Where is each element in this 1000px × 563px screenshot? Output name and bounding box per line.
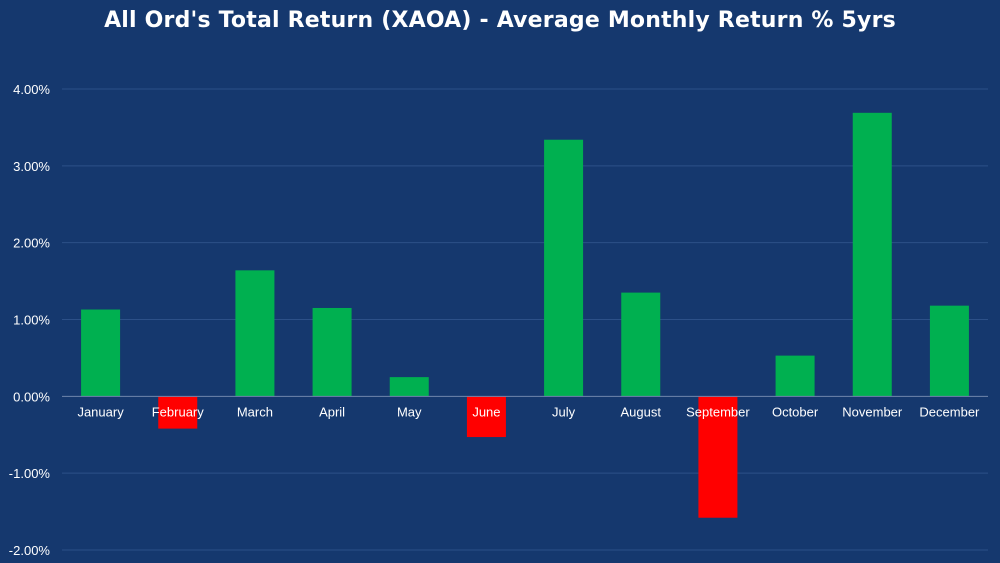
y-tick-label: 0.00% xyxy=(13,389,50,404)
x-tick-label: August xyxy=(621,404,662,419)
bar-march xyxy=(235,270,275,397)
bar-september xyxy=(698,396,738,518)
y-tick-label: 2.00% xyxy=(13,236,50,251)
bar-november xyxy=(852,112,892,397)
x-tick-label: February xyxy=(152,404,205,419)
x-tick-label: July xyxy=(552,404,576,419)
y-tick-label: 1.00% xyxy=(13,313,50,328)
x-tick-label: October xyxy=(772,404,819,419)
bar-july xyxy=(544,139,584,397)
bar-october xyxy=(775,355,815,397)
x-tick-label: May xyxy=(397,404,422,419)
bar-december xyxy=(929,305,969,397)
x-tick-label: April xyxy=(319,404,345,419)
x-tick-label: March xyxy=(237,404,273,419)
x-tick-label: September xyxy=(686,404,750,419)
x-tick-label: January xyxy=(77,404,124,419)
chart-title: All Ord's Total Return (XAOA) - Average … xyxy=(104,8,896,33)
bar-january xyxy=(81,309,121,397)
x-tick-label: November xyxy=(842,404,903,419)
bar-june xyxy=(466,396,506,438)
bar-february xyxy=(158,396,198,429)
y-tick-label: -2.00% xyxy=(9,543,51,558)
x-tick-label: December xyxy=(919,404,980,419)
y-tick-label: 3.00% xyxy=(13,159,50,174)
bar-august xyxy=(621,292,661,397)
y-tick-label: -1.00% xyxy=(9,466,51,481)
bar-april xyxy=(312,307,352,397)
x-tick-label: June xyxy=(472,404,500,419)
bar-may xyxy=(389,377,429,397)
y-tick-label: 4.00% xyxy=(13,82,50,97)
